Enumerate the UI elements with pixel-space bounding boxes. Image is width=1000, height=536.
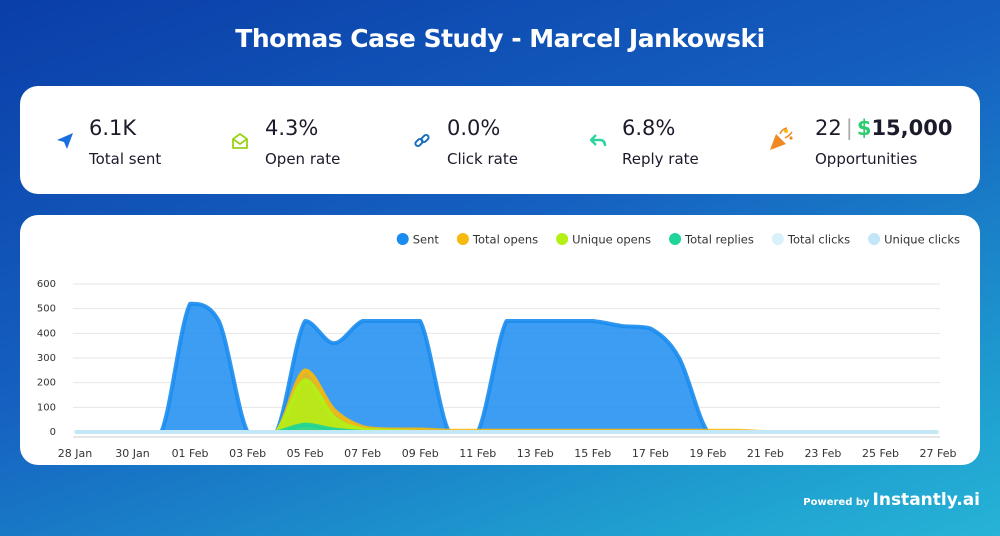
opportunity-amount: 15,000: [871, 116, 953, 140]
icon-party: [770, 127, 793, 150]
icon-click: [414, 133, 430, 148]
x-tick-label: 19 Feb: [689, 447, 726, 460]
area: [75, 380, 938, 432]
legend-marker: [868, 233, 881, 245]
powered-by: Powered by: [803, 497, 870, 508]
y-tick-label: 200: [37, 378, 56, 389]
legend-marker: [669, 233, 682, 245]
stat-value: 4.3%: [265, 116, 319, 140]
legend-marker: [771, 233, 784, 245]
opportunity-count: 22: [815, 116, 842, 140]
icon-sent: [57, 133, 73, 149]
legend-label: Sent: [413, 233, 440, 247]
x-tick-label: 17 Feb: [632, 447, 669, 460]
x-tick-label: 15 Feb: [574, 447, 611, 460]
legend-marker: [396, 233, 409, 245]
x-tick-label: 27 Feb: [920, 447, 957, 460]
legend-label: Total clicks: [787, 233, 850, 247]
icon-reply: [589, 134, 607, 147]
stat-value: 6.1K: [89, 116, 137, 140]
x-tick-label: 28 Jan: [58, 447, 92, 460]
x-tick-label: 30 Jan: [115, 447, 149, 460]
stat-value: 6.8%: [622, 116, 676, 140]
y-tick-label: 600: [37, 279, 56, 290]
y-tick-label: 300: [37, 353, 56, 364]
page-title: Thomas Case Study - Marcel Jankowski: [235, 24, 765, 53]
stat-label: Opportunities: [815, 150, 918, 168]
stat-label: Click rate: [447, 150, 518, 168]
x-tick-label: 21 Feb: [747, 447, 784, 460]
legend-marker: [456, 233, 469, 245]
icon-open: [232, 133, 248, 149]
legend-marker: [556, 233, 569, 245]
y-tick-label: 500: [37, 304, 56, 315]
x-tick-label: 25 Feb: [862, 447, 899, 460]
x-tick-label: 23 Feb: [804, 447, 841, 460]
legend: Sent Total opens Unique opens Total replies…: [396, 233, 960, 247]
stat-label: Total sent: [89, 150, 162, 168]
x-tick-label: 13 Feb: [517, 447, 554, 460]
x-tick-label: 03 Feb: [229, 447, 266, 460]
legend-label: Total opens: [472, 233, 538, 247]
y-tick-label: 0: [50, 427, 56, 438]
y-tick-label: 400: [37, 328, 56, 339]
stat-value: 22 | $15,000: [815, 116, 953, 140]
legend-label: Total replies: [684, 233, 754, 247]
x-tick-label: 11 Feb: [459, 447, 496, 460]
brand: Instantly.ai: [872, 490, 980, 510]
footer: Powered by Instantly.ai: [803, 490, 980, 510]
currency: $: [856, 116, 872, 140]
x-tick-label: 07 Feb: [344, 447, 381, 460]
y-tick-label: 100: [37, 402, 56, 413]
stats-card: 6.1K Total sent 4.3% Open rate 0.0% Clic…: [20, 86, 980, 194]
stat-value: 0.0%: [447, 116, 501, 140]
x-tick-label: 09 Feb: [402, 447, 439, 460]
legend-label: Unique clicks: [884, 233, 960, 247]
x-tick-label: 01 Feb: [172, 447, 209, 460]
chart-card: 0 100 200 300 400 500 600 28 Jan 30 Jan 01 Feb 03 …: [20, 215, 980, 465]
stat-label: Open rate: [265, 150, 341, 168]
stat-label: Reply rate: [622, 150, 699, 168]
x-tick-label: 05 Feb: [287, 447, 324, 460]
chart: 0 100 200 300 400 500 600 28 Jan 30 Jan 01 Feb 03 …: [37, 233, 960, 461]
legend-label: Unique opens: [572, 233, 651, 247]
